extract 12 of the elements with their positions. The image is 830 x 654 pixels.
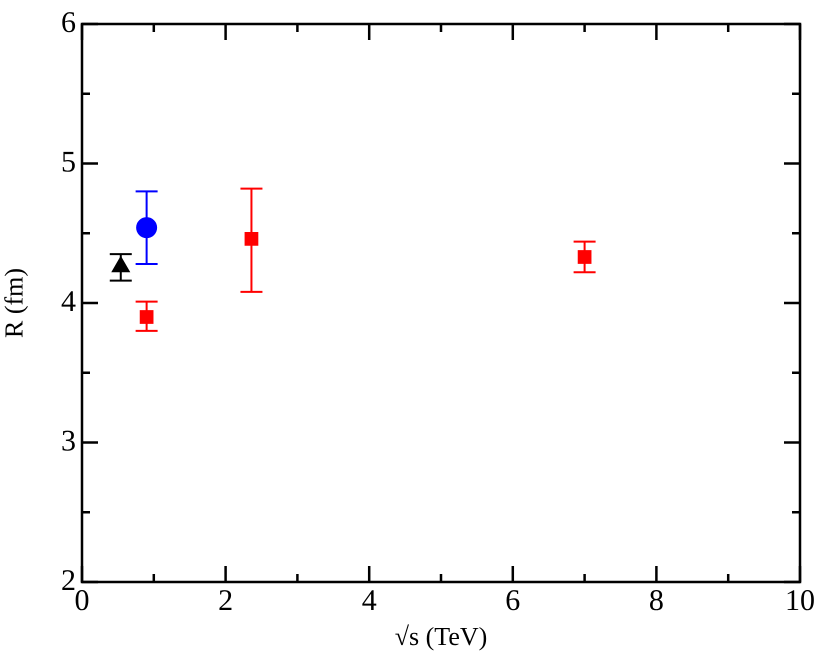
x-tick-label: 8 [648, 584, 664, 617]
x-axis-title: √s (TeV) [394, 622, 488, 652]
x-tick-label: 0 [74, 584, 90, 617]
y-tick-label: 3 [61, 424, 76, 458]
y-axis-title: R (fm) [0, 268, 28, 338]
x-tick-label: 10 [785, 584, 815, 617]
y-tick-label: 4 [61, 284, 76, 318]
x-tick-label: 6 [505, 584, 520, 617]
x-tick-label: 4 [362, 584, 377, 617]
y-tick-label: 5 [61, 145, 76, 178]
x-tick-label: 2 [218, 584, 234, 617]
y-tick-label: 6 [61, 6, 76, 39]
